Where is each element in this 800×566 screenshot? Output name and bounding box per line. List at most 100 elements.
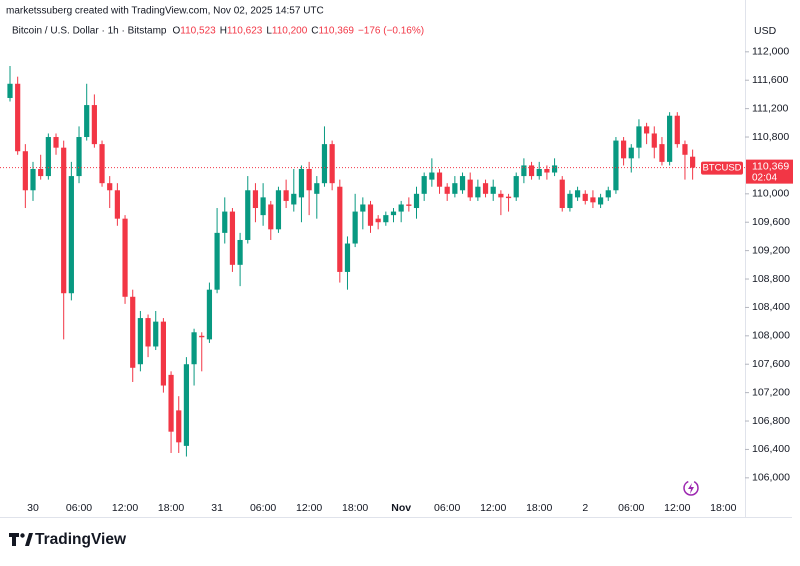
symbol-badge-label: BTCUSD — [702, 163, 741, 174]
ohlc-key: H — [220, 26, 227, 37]
candle-body — [199, 335, 205, 338]
y-tick-label: 106,800 — [752, 415, 790, 427]
candle-body — [45, 137, 51, 177]
candle-body — [597, 197, 604, 205]
candle-body — [628, 147, 634, 159]
x-tick-label: 18:00 — [526, 502, 552, 514]
candle-body — [383, 215, 389, 223]
event-icon — [683, 480, 699, 496]
candle-body — [636, 126, 642, 148]
candle-body — [91, 105, 97, 145]
x-tick-label: 18:00 — [158, 502, 184, 514]
candle-body — [314, 183, 320, 194]
candle-body — [114, 190, 120, 219]
candle-body — [452, 183, 458, 194]
x-tick-label: 2 — [582, 502, 588, 514]
candle-body — [667, 115, 673, 162]
y-tick-label: 106,400 — [752, 443, 790, 455]
y-tick-label: 108,000 — [752, 330, 790, 342]
candle-body — [582, 193, 588, 201]
candle-body — [237, 239, 243, 265]
candle-body — [145, 318, 151, 347]
brand-logo: TradingView — [9, 531, 127, 548]
candle-body — [22, 151, 28, 191]
x-tick-label: 30 — [27, 502, 39, 514]
plot — [0, 66, 745, 457]
ohlc-key: O — [173, 26, 181, 37]
x-tick-label: 12:00 — [480, 502, 506, 514]
x-tick-label: 06:00 — [66, 502, 92, 514]
x-tick-label: 06:00 — [250, 502, 276, 514]
candle-body — [659, 144, 665, 162]
candle-body — [275, 190, 282, 230]
header: marketssuberg created with TradingView.c… — [6, 6, 424, 37]
candle-body — [245, 190, 251, 240]
candle-body — [551, 165, 558, 173]
candle-body — [252, 190, 259, 209]
price-badge-value: 110,369 — [752, 160, 789, 172]
candle-body — [505, 196, 512, 199]
candle-body — [214, 232, 220, 290]
candle-body — [229, 211, 236, 265]
candle-body — [436, 172, 443, 187]
y-tick-label: 109,200 — [752, 244, 790, 256]
logo-mark — [9, 533, 19, 546]
candle-body — [7, 83, 13, 98]
y-tick-label: 107,200 — [752, 386, 790, 398]
y-tick-label: 110,000 — [752, 188, 789, 200]
candle-body — [291, 193, 297, 205]
candle-body — [337, 186, 343, 272]
candle-body — [160, 321, 166, 386]
candle-body — [482, 183, 489, 194]
ohlc-key: L — [266, 26, 272, 37]
candle-body — [690, 156, 696, 168]
candle-body — [574, 190, 581, 198]
x-tick-label: Nov — [391, 502, 411, 514]
logo-mark — [20, 533, 25, 538]
y-tick-label: 112,000 — [752, 46, 789, 58]
candle-body — [360, 204, 366, 212]
candle-body — [84, 105, 90, 138]
y-tick-label: 107,600 — [752, 358, 790, 370]
y-tick-label: 111,600 — [752, 74, 789, 86]
y-tick-label: 111,200 — [752, 102, 789, 114]
candle-body — [298, 168, 305, 198]
ohlc-value: 110,369 — [319, 26, 355, 37]
candle-body — [191, 332, 197, 365]
candle-body — [421, 176, 427, 194]
x-tick-label: 31 — [211, 502, 223, 514]
y-tick-label: 106,000 — [752, 472, 790, 484]
candle-body — [467, 179, 473, 198]
candle-body — [344, 243, 351, 272]
candle-body — [605, 190, 611, 198]
price-change: −176 (−0.16%) — [358, 26, 424, 37]
x-tick-label: 12:00 — [296, 502, 322, 514]
price-badge — [746, 159, 793, 184]
candle-body — [329, 144, 335, 184]
candle-body — [107, 183, 113, 191]
candle-body — [367, 204, 374, 226]
attribution: marketssuberg created with TradingView.c… — [6, 6, 324, 17]
candle-body — [559, 179, 565, 209]
candle-body — [621, 140, 627, 159]
candle-body — [682, 144, 688, 155]
candle-body — [674, 115, 680, 145]
brand-name: TradingView — [35, 531, 127, 548]
ohlc-value: 110,623 — [227, 26, 263, 37]
candle-body — [528, 165, 535, 177]
candle-body — [130, 296, 136, 368]
candle-body — [390, 211, 397, 216]
event-icon-ring — [683, 480, 699, 496]
y-tick-label: 109,600 — [752, 216, 790, 228]
candle-body — [321, 144, 328, 184]
x-tick-label: 12:00 — [112, 502, 138, 514]
y-tick-label: 108,400 — [752, 301, 790, 313]
candle-body — [590, 197, 596, 203]
logo-mark — [25, 533, 33, 546]
candle-body — [283, 190, 289, 201]
candle-body — [513, 176, 519, 198]
ohlc-value: 110,200 — [272, 26, 308, 37]
symbol-badge — [701, 161, 743, 175]
